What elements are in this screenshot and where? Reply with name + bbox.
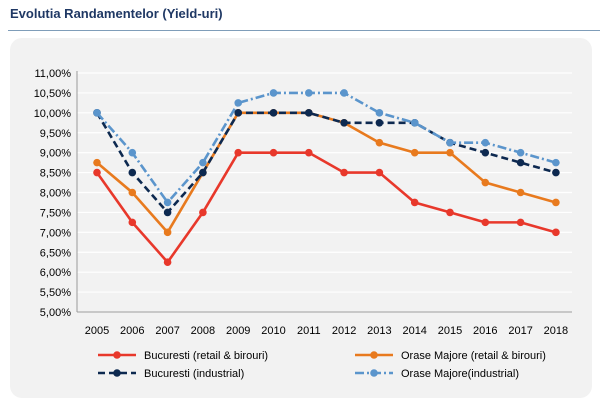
x-tick-label: 2016 [473,325,497,337]
grid-layer [77,72,572,313]
series-1-point [446,208,454,217]
series-4-point [410,118,419,127]
series-3-point [128,168,137,177]
series-4-point [93,109,101,117]
series-1-point [128,218,137,227]
series-line-3 [95,111,557,214]
y-tick-label: 10,50% [34,88,72,100]
series-3-point [234,109,242,117]
series-3-point [163,208,172,217]
y-tick-label: 5,50% [40,287,71,299]
y-tick-label: 7,00% [40,227,71,239]
chart-panel [10,38,592,398]
series-1-point [269,148,278,157]
series-3-point [552,168,560,177]
y-tick-label: 10,00% [34,108,72,120]
x-tick-label: 2017 [508,325,532,337]
x-tick-label: 2013 [367,325,391,337]
axis-layer: 5,00% 5,50% 6,00% 6,50% 7,00% 7,50% 8,00% 8,50%… [34,68,572,337]
y-tick-label: 11,00% [35,68,72,80]
series-4-point [269,89,278,97]
legend-label: Bucuresti (industrial) [144,368,244,380]
series-4-point [340,89,348,97]
y-tick-label: 8,50% [40,168,71,180]
series-3-point [516,158,525,167]
legend-swatch-marker [370,369,378,377]
series-3-point [269,109,278,117]
series-1-point [410,198,419,207]
series-4-point [552,158,560,167]
x-tick-label: 2006 [120,325,144,337]
series-layer [93,89,560,267]
y-tick-label: 6,50% [40,247,71,259]
series-1-point [234,148,242,157]
series-4-point [375,109,384,117]
series-1-point [375,168,384,177]
series-4-point [305,89,313,97]
x-tick-label: 2018 [544,325,568,337]
series-2-point [410,148,419,157]
series-line-1 [95,151,557,264]
series-2-point [481,178,490,187]
x-tick-label: 2005 [85,325,109,337]
series-3-point [481,148,490,157]
series-1-point [305,148,313,157]
legend: Bucuresti (retail & birouri) Orase Majore… [98,350,546,380]
legend-label: Bucuresti (retail & birouri) [144,350,268,362]
title-divider [8,30,600,31]
series-1-point [340,168,348,177]
series-3-point [340,118,348,127]
series-4-point [516,148,525,157]
legend-swatch-marker [370,351,378,359]
series-3-point [305,109,313,117]
y-tick-label: 9,50% [40,128,71,140]
series-1-point [552,228,560,237]
series-2-point [93,158,101,167]
series-1-point [516,218,525,227]
series-1-point [199,208,207,217]
legend-label: Orase Majore(industrial) [401,368,519,380]
series-2-point [163,228,172,237]
y-tick-label: 7,50% [40,207,71,219]
y-tick-label: 6,00% [40,267,71,279]
series-2-point [446,148,454,157]
series-4-point [128,148,137,157]
page-title: Evolutia Randamentelor (Yield-uri) [10,6,223,21]
legend-swatch-marker [113,351,121,359]
series-3-point [199,168,207,177]
x-tick-label: 2008 [191,325,215,337]
y-tick-label: 9,00% [40,148,71,160]
series-2-point [552,198,560,207]
x-tick-label: 2009 [226,325,250,337]
x-tick-label: 2011 [297,325,321,337]
series-4-point [199,158,207,167]
series-3-point [375,118,384,127]
y-tick-label: 8,00% [40,188,71,200]
series-1-point [481,218,490,227]
series-4-point [163,198,172,207]
series-2-point [128,188,137,197]
series-1-point [163,258,172,267]
series-4-point [446,138,454,147]
legend-label: Orase Majore (retail & birouri) [401,350,546,362]
series-1-point [93,168,101,177]
x-tick-label: 2007 [155,325,179,337]
series-2-point [375,138,384,147]
series-line-4 [96,91,557,204]
x-tick-label: 2015 [438,325,462,337]
y-tick-label: 5,00% [40,307,71,319]
x-tick-label: 2014 [402,325,426,337]
x-tick-label: 2010 [261,325,285,337]
series-4-point [234,99,242,107]
series-4-point [481,138,490,147]
x-tick-label: 2012 [332,325,356,337]
legend-swatch-marker [113,369,121,377]
series-2-point [516,188,525,197]
